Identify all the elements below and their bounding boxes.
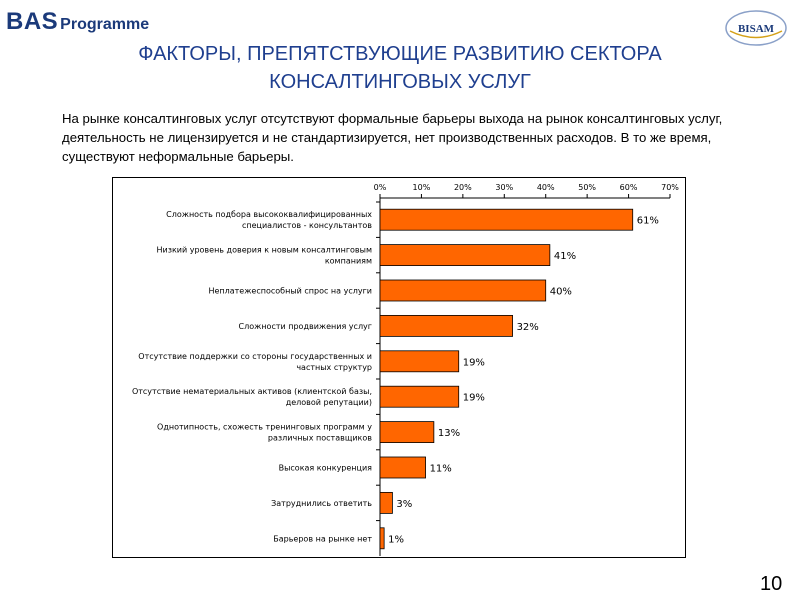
bar bbox=[379, 421, 435, 444]
data-label: 13% bbox=[438, 428, 460, 439]
data-label: 61% bbox=[637, 216, 659, 227]
data-label: 11% bbox=[430, 464, 452, 475]
category-label: Высокая конкуренция bbox=[279, 464, 373, 473]
bar bbox=[379, 208, 634, 231]
data-label: 3% bbox=[396, 499, 412, 510]
category-label: компаниям bbox=[325, 257, 372, 266]
bisam-logo: BISAM bbox=[725, 10, 787, 46]
category-label: специалистов - консультантов bbox=[242, 221, 372, 230]
x-tick-label: 50% bbox=[578, 183, 596, 192]
slide-title-line1: ФАКТОРЫ, ПРЕПЯТСТВУЮЩИЕ РАЗВИТИЮ СЕКТОРА bbox=[138, 43, 662, 65]
bar-chart: 0% 10% 20% 30% 40% 50% 60% 70% Сложность подбора… bbox=[132, 183, 679, 556]
category-label: Однотипность, схожесть тренинговых прогр… bbox=[157, 423, 372, 432]
x-tick-label: 10% bbox=[413, 183, 431, 192]
data-label: 40% bbox=[550, 287, 572, 298]
page-number: 10 bbox=[760, 573, 783, 595]
x-tick-label: 30% bbox=[495, 183, 513, 192]
category-label: различных поставщиков bbox=[268, 434, 372, 443]
data-label: 19% bbox=[463, 357, 485, 368]
bar bbox=[379, 244, 551, 266]
bar bbox=[379, 491, 393, 514]
x-tick-label: 70% bbox=[661, 183, 679, 192]
bisam-logo-text: BISAM bbox=[738, 23, 775, 35]
bar bbox=[379, 385, 460, 408]
category-label: Отсутствие поддержки со стороны государс… bbox=[138, 352, 372, 361]
data-label: 41% bbox=[554, 251, 576, 262]
category-label: Низкий уровень доверия к новым консалтин… bbox=[156, 246, 372, 255]
x-tick-label: 20% bbox=[454, 183, 472, 192]
category-label: частных структур bbox=[296, 363, 372, 372]
category-label: Неплатежеспособный спрос на услуги bbox=[208, 287, 372, 296]
category-label: Затруднились ответить bbox=[271, 499, 372, 508]
data-label: 19% bbox=[463, 393, 485, 404]
logo-bas-text: BAS bbox=[6, 8, 59, 35]
category-label: Отсутствие нематериальных активов (клиен… bbox=[132, 387, 372, 396]
bar bbox=[379, 350, 460, 373]
intro-paragraph: На рынке консалтинговых услуг отсутствую… bbox=[62, 111, 723, 164]
bar bbox=[379, 279, 547, 302]
logo-programme-text: Programme bbox=[60, 16, 150, 33]
bas-programme-logo: BAS Programme bbox=[6, 8, 149, 36]
x-tick-label: 0% bbox=[374, 183, 387, 192]
bar bbox=[379, 314, 513, 337]
x-tick-label: 40% bbox=[537, 183, 555, 192]
category-label: деловой репутации) bbox=[286, 398, 372, 407]
data-label: 1% bbox=[388, 534, 404, 545]
category-label: Барьеров на рынке нет bbox=[273, 534, 372, 543]
category-label: Сложности продвижения услуг bbox=[239, 322, 372, 331]
bar bbox=[379, 527, 385, 550]
data-label: 32% bbox=[517, 322, 539, 333]
category-label: Сложность подбора высококвалифицированны… bbox=[166, 210, 372, 219]
chart-frame: 0% 10% 20% 30% 40% 50% 60% 70% Сложность подбора… bbox=[112, 177, 686, 558]
slide-title: ФАКТОРЫ, ПРЕПЯТСТВУЮЩИЕ РАЗВИТИЮ СЕКТОРА… bbox=[70, 40, 730, 96]
bar bbox=[379, 456, 426, 479]
slide-title-line2: КОНСАЛТИНГОВЫХ УСЛУГ bbox=[269, 71, 531, 93]
x-tick-label: 60% bbox=[620, 183, 638, 192]
